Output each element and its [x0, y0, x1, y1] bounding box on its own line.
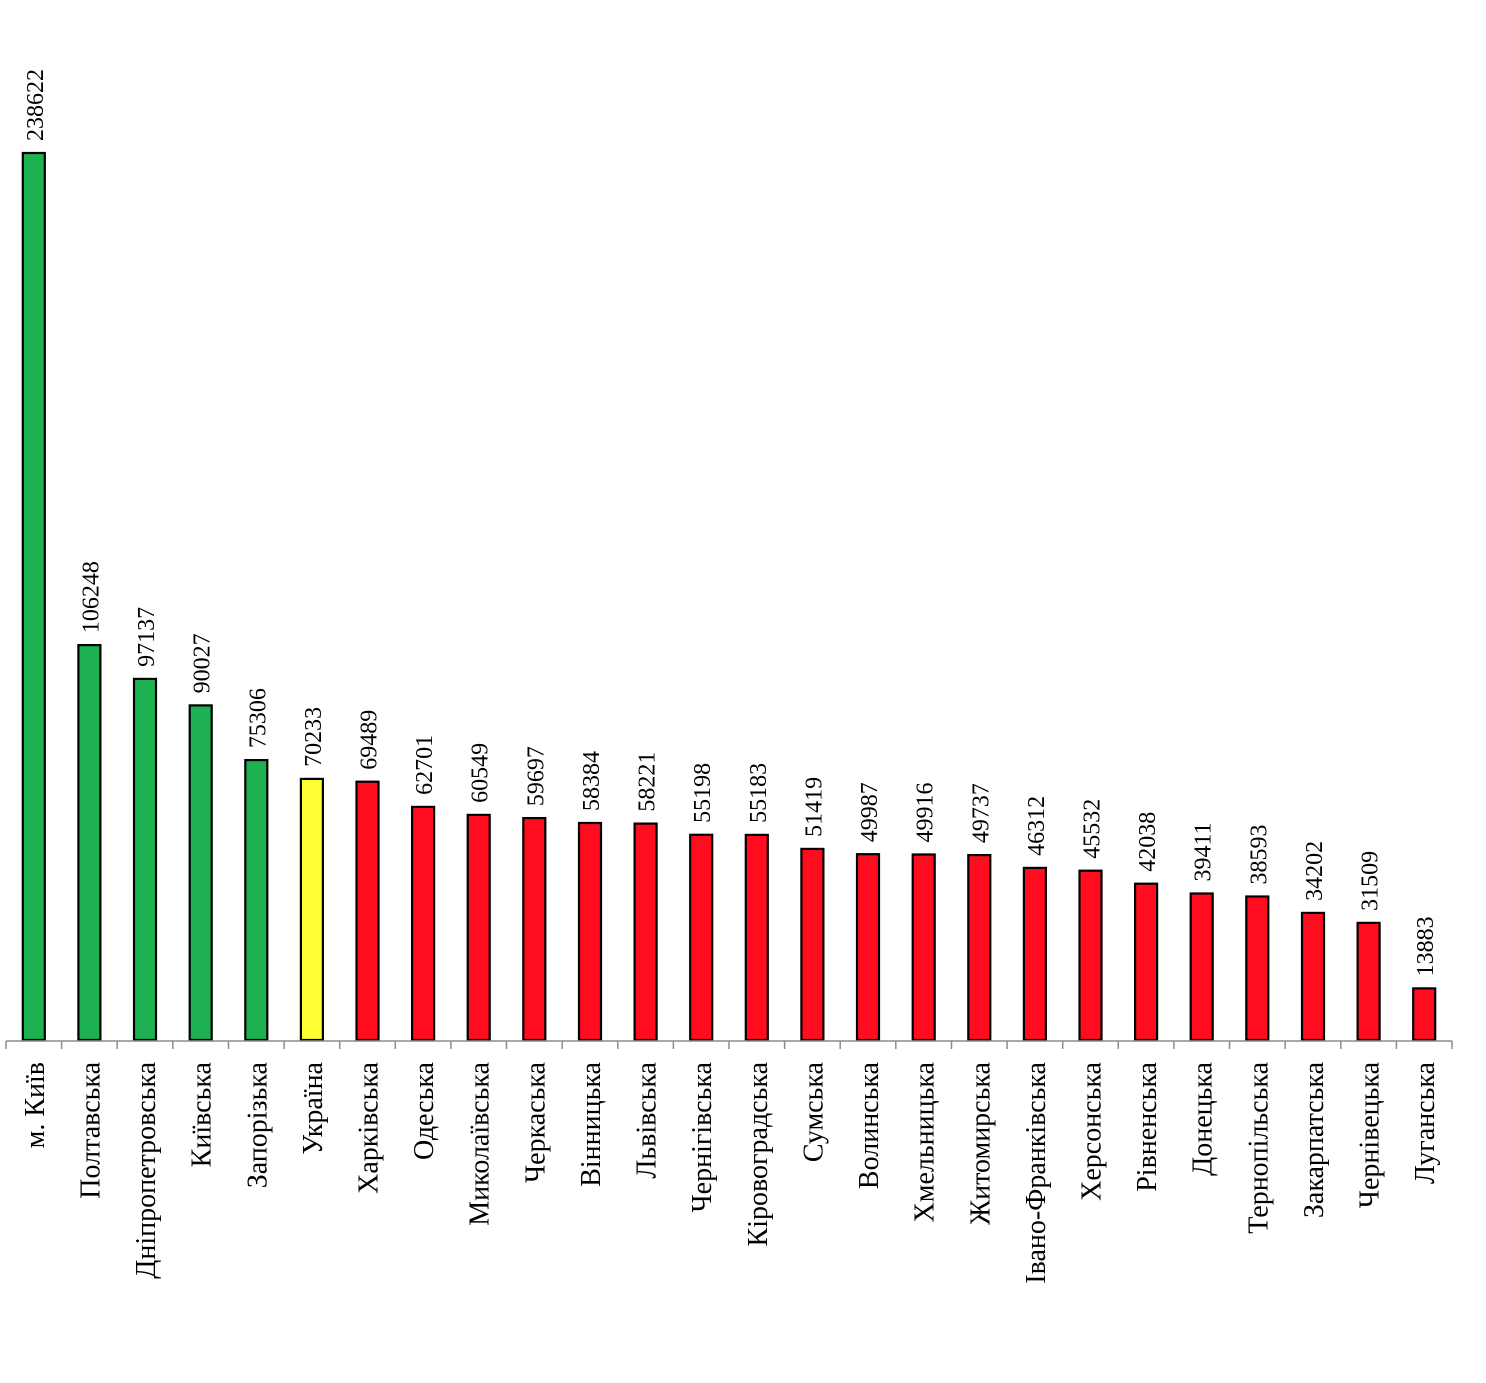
bar-17 [967, 853, 992, 1042]
category-label-23: Закарпатська [1299, 1061, 1330, 1218]
bar-11 [633, 822, 658, 1042]
category-label-5: Україна [298, 1061, 329, 1154]
bar-5 [299, 777, 324, 1042]
data-label-1: 106248 [78, 561, 104, 633]
category-label-21: Донецька [1188, 1061, 1219, 1175]
category-label-4: Запорізька [242, 1061, 273, 1188]
data-label-2: 97137 [134, 607, 160, 667]
bar-6 [355, 780, 380, 1042]
category-label-1: Полтавська [75, 1061, 106, 1198]
data-label-20: 42038 [1135, 812, 1161, 872]
bar-22 [1245, 895, 1270, 1042]
data-label-25: 13883 [1413, 916, 1439, 976]
data-label-17: 49737 [968, 783, 994, 843]
category-label-14: Сумська [798, 1061, 829, 1162]
data-label-0: 238622 [23, 69, 49, 141]
bars-layer [21, 151, 1437, 1042]
data-label-12: 55198 [690, 763, 716, 823]
category-label-16: Хмельницька [910, 1061, 941, 1222]
category-label-6: Харківська [354, 1061, 385, 1193]
category-labels: м. Київ Полтавська Дніпропетровська Київськ… [20, 1061, 1441, 1283]
data-label-24: 31509 [1358, 851, 1384, 911]
bar-21 [1189, 892, 1214, 1042]
bar-16 [911, 853, 936, 1042]
bar-12 [689, 833, 714, 1042]
data-label-5: 70233 [301, 707, 327, 767]
bar-1 [77, 643, 102, 1042]
bar-24 [1356, 921, 1381, 1042]
bar-4 [244, 758, 269, 1042]
category-label-3: Київська [187, 1061, 218, 1167]
data-label-6: 69489 [357, 710, 383, 770]
data-label-9: 59697 [523, 746, 549, 806]
category-label-8: Миколаївська [465, 1061, 496, 1225]
bar-0 [21, 151, 46, 1042]
bar-19 [1078, 869, 1103, 1042]
data-label-15: 49987 [857, 782, 883, 842]
bar-8 [466, 813, 491, 1042]
value-labels: 238622 106248 97137 90027 75306 70233 69489 627… [23, 69, 1439, 976]
data-label-4: 75306 [245, 688, 271, 748]
bar-13 [744, 833, 769, 1042]
bar-20 [1133, 882, 1159, 1042]
data-label-10: 58384 [579, 751, 605, 811]
category-label-15: Волинська [854, 1061, 885, 1189]
bar-3 [188, 704, 213, 1042]
bar-14 [800, 847, 825, 1042]
data-label-22: 38593 [1246, 825, 1272, 885]
category-label-20: Рівненська [1132, 1061, 1163, 1191]
data-label-18: 46312 [1024, 796, 1050, 856]
data-label-21: 39411 [1191, 822, 1217, 881]
data-label-7: 62701 [412, 735, 438, 795]
category-label-22: Тернопільська [1243, 1061, 1274, 1233]
bar-10 [577, 821, 603, 1042]
category-label-19: Херсонська [1077, 1061, 1108, 1200]
data-label-16: 49916 [913, 783, 939, 843]
category-label-13: Кіровоградська [743, 1061, 774, 1246]
bar-9 [522, 816, 547, 1042]
bar-2 [132, 677, 158, 1042]
data-label-3: 90027 [190, 633, 216, 693]
category-label-9: Черкаська [520, 1061, 551, 1183]
data-label-23: 34202 [1302, 841, 1328, 901]
bar-7 [411, 805, 436, 1042]
data-label-14: 51419 [801, 777, 827, 837]
category-label-18: Івано-Франківська [1021, 1061, 1052, 1283]
bar-25 [1412, 987, 1437, 1042]
category-label-17: Житомирська [965, 1061, 996, 1224]
data-label-8: 60549 [468, 743, 494, 803]
category-label-2: Дніпропетровська [131, 1061, 162, 1278]
category-label-0: м. Київ [20, 1062, 51, 1148]
category-label-24: Чернівецька [1355, 1061, 1386, 1208]
bar-15 [855, 853, 881, 1042]
category-label-10: Вінницька [576, 1061, 607, 1186]
bar-18 [1022, 866, 1048, 1042]
data-label-19: 45532 [1080, 799, 1106, 859]
category-label-25: Луганська [1410, 1061, 1441, 1184]
category-label-11: Львівська [632, 1061, 663, 1178]
category-label-12: Чернігівська [687, 1061, 718, 1212]
data-label-13: 55183 [746, 763, 772, 823]
category-label-7: Одеська [409, 1061, 440, 1160]
bar-23 [1300, 911, 1326, 1042]
data-label-11: 58221 [635, 752, 661, 812]
x-axis [5, 1040, 1453, 1049]
